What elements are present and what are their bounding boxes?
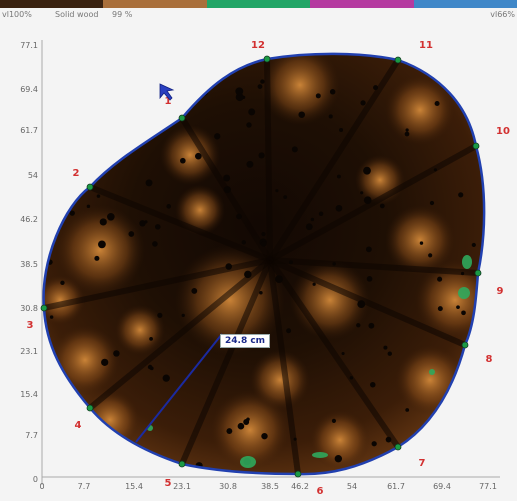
radius-label: 24.8 cm	[220, 334, 271, 348]
legend-mid-label: Solid wood	[55, 10, 99, 19]
x-tick-label: 7.7	[78, 482, 91, 491]
sensor-label: 1	[165, 96, 172, 107]
x-tick-label: 38.5	[261, 482, 279, 491]
sensor-label: 7	[419, 458, 426, 469]
legend-swatch-blue	[413, 0, 517, 8]
sensor-marker	[474, 269, 482, 277]
sensor-marker	[461, 341, 469, 349]
sensor-markers	[40, 55, 482, 478]
x-tick-label: 54	[347, 482, 357, 491]
y-tick-label: 77.1	[20, 41, 38, 50]
legend-swatch-green	[206, 0, 311, 8]
x-tick-label: 61.7	[387, 482, 405, 491]
x-tick-label: 77.1	[479, 482, 497, 491]
x-tick-label: 15.4	[125, 482, 143, 491]
legend-labels: vl100% Solid wood 99 % vl66%	[0, 10, 517, 22]
x-tick-label: 46.2	[291, 482, 309, 491]
y-tick-label: 15.4	[20, 390, 38, 399]
x-tick-label: 23.1	[173, 482, 191, 491]
legend-right-label: vl66%	[490, 10, 515, 19]
y-tick-label: 61.7	[20, 126, 38, 135]
y-tick-label: 46.2	[20, 215, 38, 224]
sensor-label: 8	[486, 354, 493, 365]
sensor-marker	[472, 142, 480, 150]
sensor-marker	[86, 183, 94, 191]
y-tick-label: 23.1	[20, 347, 38, 356]
legend-swatch-magenta	[310, 0, 414, 8]
sensor-marker	[394, 443, 402, 451]
y-tick-label: 30.8	[20, 304, 38, 313]
sensor-marker	[178, 114, 186, 122]
sensor-label: 2	[73, 168, 80, 179]
sensor-label: 12	[251, 40, 265, 51]
green-zone	[429, 369, 435, 375]
sensor-marker	[40, 304, 48, 312]
y-tick-label: 38.5	[20, 260, 38, 269]
green-zone	[240, 456, 256, 468]
green-zone	[312, 452, 328, 458]
y-tick-label: 69.4	[20, 85, 38, 94]
y-tick-labels: 77.1 69.4 61.7 54 46.2 38.5 30.8 23.1 15.4 7.7 0	[20, 41, 38, 484]
sensor-label: 5	[165, 478, 172, 489]
sensor-marker	[294, 470, 302, 478]
green-zone	[462, 255, 472, 269]
sensor-marker	[86, 404, 94, 412]
arrow-cursor-icon	[159, 83, 175, 101]
sensor-label: 10	[496, 126, 510, 137]
green-zones	[147, 255, 472, 468]
sensor-marker	[178, 460, 186, 468]
x-tick-label: 0	[39, 482, 44, 491]
sensor-label: 6	[317, 486, 324, 497]
y-tick-label: 0	[33, 475, 38, 484]
sensor-label: 4	[75, 420, 82, 431]
x-tick-label: 30.8	[219, 482, 237, 491]
legend-left-label: vl100%	[2, 10, 32, 19]
sensor-marker	[394, 56, 402, 64]
legend-swatch-darkbrown	[0, 0, 104, 8]
legend-swatch-brown	[103, 0, 207, 8]
x-tick-labels: 0 7.7 15.4 23.1 30.8 38.5 46.2 54 61.7 69.4 77.1	[39, 482, 496, 491]
tomogram-color-legend	[0, 0, 517, 8]
radius-line	[135, 333, 223, 443]
sensor-marker	[263, 55, 271, 63]
sensor-label: 11	[419, 40, 433, 51]
sensor-label: 3	[27, 320, 34, 331]
y-tick-label: 54	[28, 171, 38, 180]
x-tick-label: 69.4	[433, 482, 451, 491]
green-zone	[458, 287, 470, 299]
y-tick-label: 7.7	[25, 431, 38, 440]
legend-pct-label: 99 %	[112, 10, 133, 19]
sensor-label: 9	[497, 286, 504, 297]
